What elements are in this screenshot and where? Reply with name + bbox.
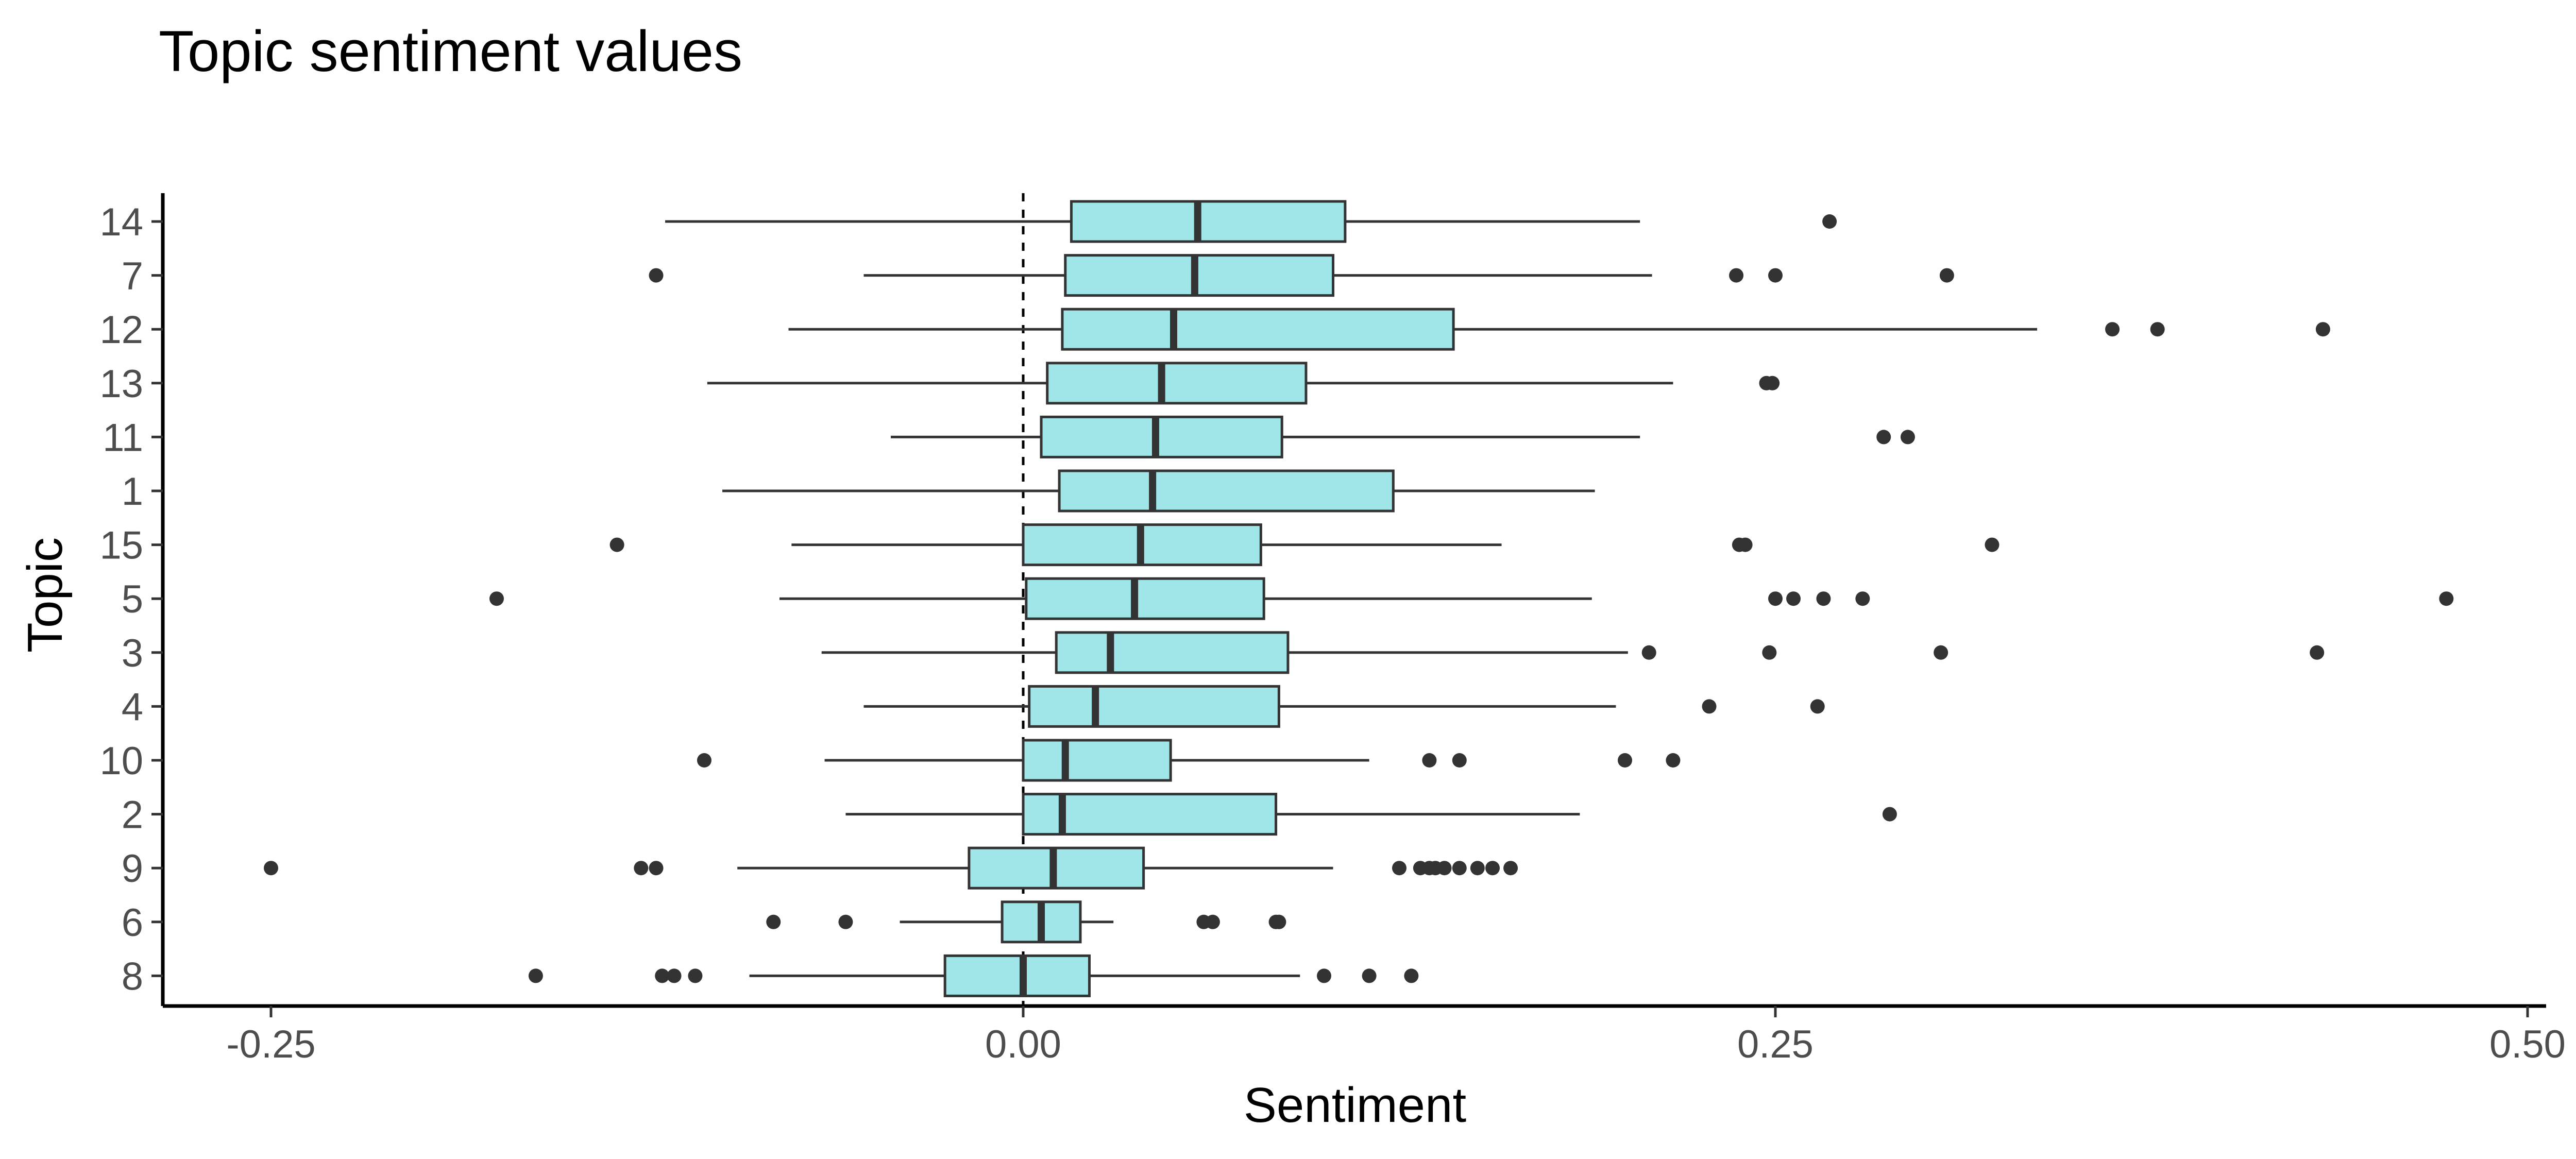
outlier-topic-9-0 [264, 861, 278, 876]
outlier-topic-9-8 [1452, 861, 1467, 876]
outlier-topic-7-0 [649, 268, 664, 283]
chart-title: Topic sentiment values [159, 19, 742, 83]
outlier-topic-9-11 [1503, 861, 1518, 876]
outlier-topic-5-3 [1816, 591, 1831, 606]
outlier-topic-8-4 [1317, 968, 1331, 983]
outlier-topic-15-0 [609, 537, 624, 552]
y-tick-label-12: 12 [99, 308, 143, 352]
outlier-topic-5-2 [1786, 591, 1801, 606]
outlier-topic-12-2 [2315, 322, 2330, 337]
box-topic-13 [1046, 362, 1308, 405]
outlier-topic-10-0 [697, 753, 711, 768]
y-tick-label-7: 7 [122, 254, 143, 298]
outlier-topic-9-2 [649, 861, 664, 876]
outlier-topic-12-1 [2150, 322, 2165, 337]
y-tick-label-4: 4 [122, 685, 143, 729]
outlier-topic-9-9 [1470, 861, 1485, 876]
outlier-topic-6-1 [838, 914, 853, 929]
box-topic-1 [1058, 469, 1395, 513]
outlier-topic-8-3 [688, 968, 703, 983]
box-topic-10 [1022, 739, 1172, 782]
y-tick-label-9: 9 [122, 847, 143, 891]
outlier-topic-8-5 [1362, 968, 1377, 983]
x-tick-label-1: 0.00 [985, 1022, 1061, 1066]
y-tick-label-13: 13 [99, 362, 143, 406]
outlier-topic-10-1 [1422, 753, 1437, 768]
outlier-topic-11-1 [1900, 430, 1915, 445]
outlier-topic-6-5 [1272, 914, 1286, 929]
outlier-topic-15-2 [1738, 537, 1753, 552]
outlier-topic-7-2 [1768, 268, 1783, 283]
outlier-topic-9-7 [1437, 861, 1452, 876]
outlier-topic-6-0 [766, 914, 781, 929]
outlier-topic-14-0 [1822, 214, 1837, 229]
y-axis-title: Topic [18, 537, 73, 653]
outlier-topic-10-2 [1452, 753, 1467, 768]
y-tick-label-15: 15 [99, 524, 143, 568]
outlier-topic-15-3 [1985, 537, 1999, 552]
y-tick-label-11: 11 [103, 416, 143, 459]
box-topic-3 [1055, 631, 1290, 674]
box-topic-12 [1061, 308, 1455, 351]
outlier-topic-9-3 [1392, 861, 1406, 876]
outlier-topic-4-0 [1702, 699, 1717, 714]
outlier-topic-8-6 [1404, 968, 1419, 983]
x-tick-label-0: -0.25 [226, 1022, 315, 1066]
outlier-topic-7-1 [1729, 268, 1744, 283]
outlier-topic-10-4 [1666, 753, 1681, 768]
outlier-topic-7-3 [1939, 268, 1954, 283]
outlier-topic-12-0 [2105, 322, 2120, 337]
box-topic-11 [1040, 415, 1283, 458]
outlier-topic-5-4 [1855, 591, 1870, 606]
outlier-topic-8-0 [528, 968, 543, 983]
y-tick-label-2: 2 [122, 793, 143, 837]
y-tick-label-1: 1 [122, 470, 143, 514]
box-topic-14 [1070, 200, 1347, 243]
outlier-topic-3-1 [1762, 645, 1777, 660]
y-tick-label-8: 8 [122, 955, 143, 998]
box-topic-5 [1025, 577, 1265, 620]
outlier-topic-3-2 [1934, 645, 1948, 660]
x-tick-label-3: 0.50 [2489, 1022, 2566, 1066]
outlier-topic-3-0 [1641, 645, 1656, 660]
outlier-topic-13-1 [1765, 376, 1780, 390]
outlier-topic-5-0 [489, 591, 504, 606]
box-topic-4 [1028, 685, 1280, 728]
outlier-topic-4-1 [1810, 699, 1825, 714]
outlier-topic-9-1 [634, 861, 649, 876]
outlier-topic-3-3 [2310, 645, 2325, 660]
y-tick-label-3: 3 [122, 632, 143, 675]
y-tick-label-10: 10 [99, 739, 143, 783]
outlier-topic-8-1 [655, 968, 670, 983]
box-topic-8 [943, 954, 1091, 997]
x-axis-title: Sentiment [1244, 1078, 1466, 1133]
outlier-topic-10-3 [1618, 753, 1632, 768]
outlier-topic-9-10 [1485, 861, 1500, 876]
outlier-topic-5-5 [2439, 591, 2454, 606]
y-tick-label-14: 14 [99, 200, 143, 244]
x-tick-label-2: 0.25 [1737, 1022, 1814, 1066]
outlier-topic-8-2 [667, 968, 682, 983]
box-topic-7 [1064, 254, 1335, 297]
y-tick-label-5: 5 [122, 577, 143, 621]
outlier-topic-5-1 [1768, 591, 1783, 606]
outlier-topic-6-3 [1205, 914, 1220, 929]
y-tick-label-6: 6 [122, 901, 143, 945]
outlier-topic-2-0 [1882, 807, 1897, 822]
outlier-topic-11-0 [1876, 430, 1891, 445]
